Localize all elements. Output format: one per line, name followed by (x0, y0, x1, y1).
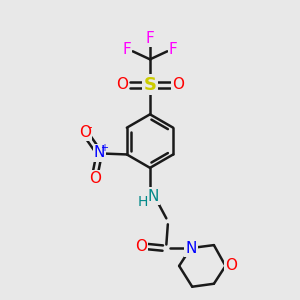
Text: O: O (135, 239, 147, 254)
Text: H: H (138, 195, 148, 209)
Text: -: - (88, 121, 92, 134)
Text: N: N (94, 146, 105, 160)
Text: O: O (89, 171, 101, 186)
Text: S: S (143, 76, 157, 94)
Text: F: F (146, 31, 154, 46)
Text: O: O (116, 77, 128, 92)
Text: F: F (169, 42, 178, 57)
Text: O: O (172, 77, 184, 92)
Text: N: N (148, 189, 159, 204)
Text: +: + (100, 143, 108, 153)
Text: O: O (225, 258, 237, 273)
Text: O: O (79, 125, 91, 140)
Text: N: N (185, 241, 196, 256)
Text: N: N (185, 241, 196, 256)
Text: F: F (122, 42, 131, 57)
